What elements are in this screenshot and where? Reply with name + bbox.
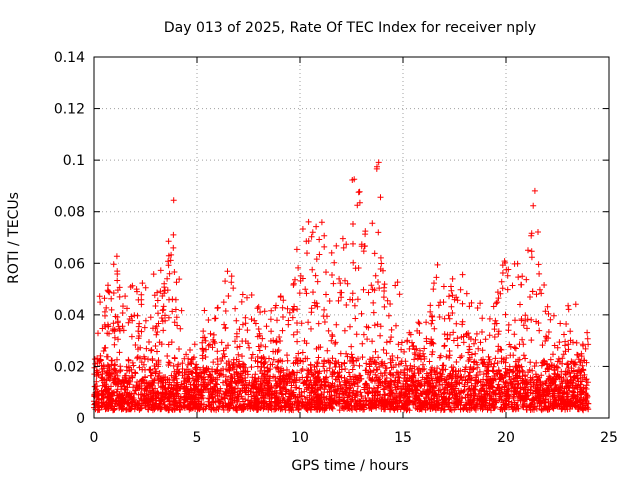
y-tick-label: 0.1	[63, 153, 85, 169]
axis-ticks: 0 5 10 15 20 25 0 0.02 0.04 0.06 0.08 0.1 0.12 0.14	[54, 50, 618, 446]
y-tick-label: 0.14	[54, 50, 85, 66]
roti-points	[91, 159, 592, 414]
x-tick-label: 10	[291, 430, 309, 446]
x-tick-label: 0	[90, 430, 99, 446]
data-points	[91, 159, 592, 414]
x-axis-label: GPS time / hours	[291, 458, 408, 474]
y-tick-label: 0.02	[54, 359, 85, 375]
y-tick-label: 0.06	[54, 256, 85, 272]
plot-frame	[93, 56, 610, 419]
chart-title: Day 013 of 2025, Rate Of TEC Index for r…	[164, 20, 536, 36]
y-axis-label: ROTI / TECUs	[6, 192, 22, 284]
y-tick-label: 0.08	[54, 205, 85, 221]
x-tick-label: 20	[497, 430, 515, 446]
x-tick-label: 15	[394, 430, 412, 446]
grid-lines	[94, 57, 609, 418]
x-tick-label: 5	[193, 430, 202, 446]
y-tick-label: 0.04	[54, 308, 85, 324]
y-tick-label: 0.12	[54, 102, 85, 118]
y-tick-label: 0	[76, 411, 85, 427]
x-tick-label: 25	[600, 430, 618, 446]
